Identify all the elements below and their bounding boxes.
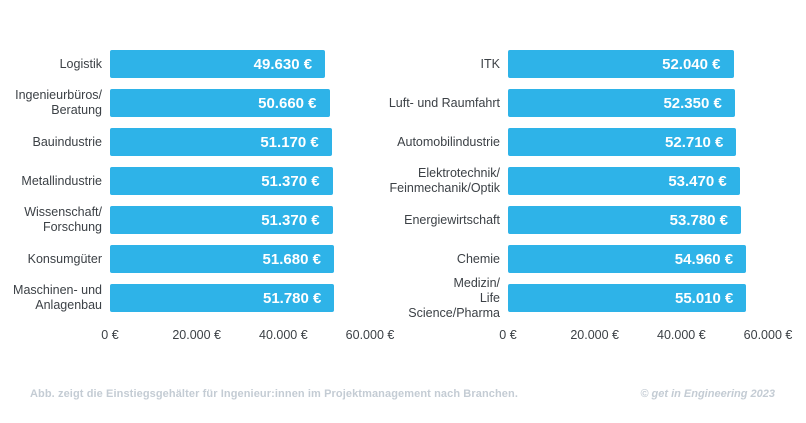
bar: 52.350 € — [508, 89, 735, 117]
x-axis: 0 € 20.000 € 40.000 € 60.000 € — [499, 328, 792, 344]
category-label: ITK — [480, 56, 500, 71]
bar-track: 52.710 € — [508, 128, 768, 156]
bar-value-label: 53.470 € — [668, 172, 727, 190]
bar: 51.370 € — [110, 167, 333, 195]
bar: 50.660 € — [110, 89, 330, 117]
category-label: Elektrotechnik/ Feinmechanik/Optik — [389, 166, 500, 195]
bar-track: 51.370 € — [110, 167, 370, 195]
category-label: Bauindustrie — [32, 134, 103, 149]
category-label: Metallindustrie — [21, 173, 102, 188]
chart-row: Elektrotechnik/ Feinmechanik/Optik 53.47… — [386, 166, 768, 195]
category-label: Konsumgüter — [27, 251, 102, 266]
axis-spacer — [8, 328, 110, 329]
chart-row: Metallindustrie 51.370 € — [8, 167, 370, 195]
bar: 53.780 € — [508, 206, 742, 234]
chart-row: Bauindustrie 51.170 € — [8, 128, 370, 156]
x-axis-tick: 40.000 € — [656, 328, 706, 342]
bar: 52.040 € — [508, 50, 734, 78]
bar: 51.370 € — [110, 206, 333, 234]
bar-value-label: 52.040 € — [662, 55, 721, 73]
x-axis-tick: 20.000 € — [570, 328, 619, 342]
chart-row: Konsumgüter 51.680 € — [8, 245, 370, 273]
bar: 51.170 € — [110, 128, 332, 156]
x-axis-row: 0 € 20.000 € 40.000 € 60.000 € — [8, 328, 394, 344]
bar-value-label: 50.660 € — [258, 94, 317, 112]
category-label: Energiewirtschaft — [404, 212, 500, 227]
chart-left: Logistik 49.630 € Ingenieurbüros/ Beratu… — [8, 50, 394, 344]
bar: 55.010 € — [508, 284, 747, 312]
x-axis-tick: 60.000 € — [743, 328, 793, 342]
category-label: Automobilindustrie — [397, 134, 500, 149]
axis-spacer — [386, 328, 508, 329]
bar-track: 52.350 € — [508, 89, 768, 117]
bar-value-label: 55.010 € — [674, 289, 734, 307]
bar: 52.710 € — [508, 128, 737, 156]
bar-track: 51.680 € — [110, 245, 370, 273]
bar: 51.780 € — [110, 284, 335, 312]
chart-row: Ingenieurbüros/ Beratung 50.660 € — [8, 88, 370, 117]
bar-track: 53.470 € — [508, 167, 768, 195]
x-axis-tick: 20.000 € — [172, 328, 221, 342]
bar-track: 51.780 € — [110, 284, 370, 312]
category-label: Luft- und Raumfahrt — [388, 95, 500, 110]
bar-track: 50.660 € — [110, 89, 370, 117]
bar-value-label: 51.680 € — [262, 250, 321, 268]
bar: 53.470 € — [508, 167, 740, 195]
x-axis-tick: 40.000 € — [258, 328, 308, 342]
bar: 49.630 € — [110, 50, 326, 78]
bar-value-label: 53.780 € — [669, 211, 729, 229]
x-axis-tick: 60.000 € — [345, 328, 395, 342]
bar-value-label: 51.370 € — [261, 172, 320, 190]
bar-value-label: 51.370 € — [261, 211, 320, 229]
chart-row: Energiewirtschaft 53.780 € — [386, 206, 768, 234]
chart-row: ITK 52.040 € — [386, 50, 768, 78]
bar-value-label: 54.960 € — [674, 250, 734, 268]
chart-row: Logistik 49.630 € — [8, 50, 370, 78]
category-label: Wissenschaft/ Forschung — [24, 205, 102, 234]
bar-track: 54.960 € — [508, 245, 768, 273]
bar-track: 55.010 € — [508, 284, 768, 312]
bar: 54.960 € — [508, 245, 747, 273]
category-label: Maschinen- und Anlagenbau — [13, 283, 102, 312]
figure-caption: Abb. zeigt die Einstiegsgehälter für Ing… — [30, 388, 518, 400]
chart-row: Luft- und Raumfahrt 52.350 € — [386, 89, 768, 117]
bar-track: 51.370 € — [110, 206, 370, 234]
category-label: Ingenieurbüros/ Beratung — [15, 88, 102, 117]
chart-row: Chemie 54.960 € — [386, 245, 768, 273]
x-axis-row: 0 € 20.000 € 40.000 € 60.000 € — [386, 328, 792, 344]
chart-row: Medizin/ Life Science/Pharma 55.010 € — [386, 276, 768, 320]
category-label: Logistik — [59, 56, 102, 71]
chart-row: Maschinen- und Anlagenbau 51.780 € — [8, 283, 370, 312]
category-label: Medizin/ Life Science/Pharma — [408, 275, 500, 320]
bar-track: 49.630 € — [110, 50, 370, 78]
category-label: Chemie — [456, 251, 500, 266]
x-axis: 0 € 20.000 € 40.000 € 60.000 € — [101, 328, 394, 344]
bar-value-label: 51.170 € — [260, 133, 319, 151]
bar: 51.680 € — [110, 245, 334, 273]
charts-area: Logistik 49.630 € Ingenieurbüros/ Beratu… — [8, 50, 792, 344]
bar-value-label: 52.710 € — [665, 133, 724, 151]
bar-track: 53.780 € — [508, 206, 768, 234]
chart-row: Wissenschaft/ Forschung 51.370 € — [8, 205, 370, 234]
copyright-credit: © get in Engineering 2023 — [640, 388, 775, 400]
chart-right: ITK 52.040 € Luft- und Raumfahrt 52.350 … — [386, 50, 792, 344]
bar-value-label: 49.630 € — [253, 55, 313, 73]
chart-row: Automobilindustrie 52.710 € — [386, 128, 768, 156]
bar-value-label: 52.350 € — [663, 94, 722, 112]
footer: Abb. zeigt die Einstiegsgehälter für Ing… — [30, 388, 775, 400]
bar-value-label: 51.780 € — [262, 289, 322, 307]
bar-track: 51.170 € — [110, 128, 370, 156]
x-axis-tick: 0 € — [499, 328, 517, 342]
x-axis-tick: 0 € — [101, 328, 119, 342]
bar-track: 52.040 € — [508, 50, 768, 78]
